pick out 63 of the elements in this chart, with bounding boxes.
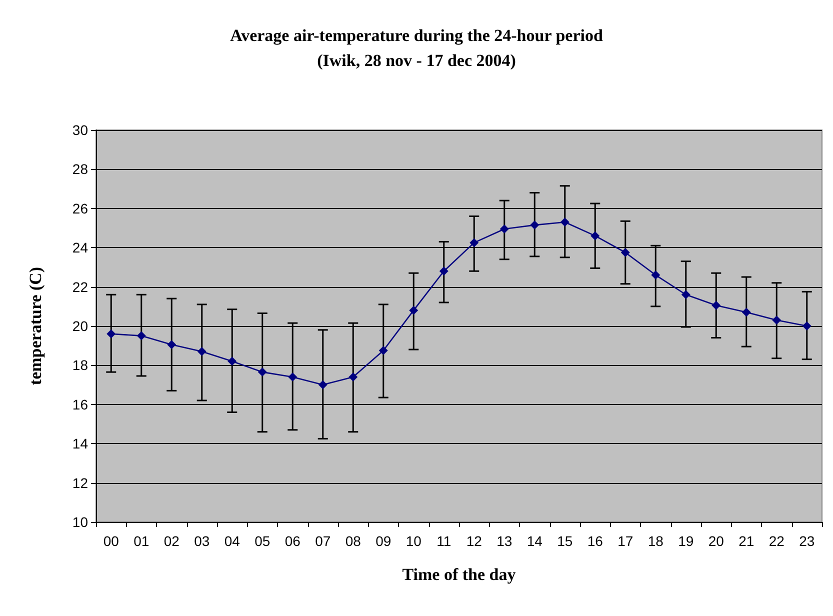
x-tick-label: 23 [799,533,815,549]
point [348,372,358,382]
x-tick-label: 15 [557,533,573,549]
point [318,380,328,390]
y-tick-label: 24 [72,240,88,256]
x-tick-label: 13 [496,533,512,549]
x-tick-label: 08 [345,533,362,549]
point [378,346,388,355]
y-tick-label: 12 [72,474,88,491]
point [258,368,267,377]
point [167,340,176,350]
point [560,218,570,227]
x-tick-label: 06 [284,533,301,549]
point [802,322,812,330]
point [106,329,116,338]
y-tick-label: 10 [72,514,88,530]
x-tick-label: 01 [134,533,150,549]
point [439,266,448,276]
x-tick-label: 10 [406,533,422,549]
x-tick-label: 11 [436,533,452,549]
y-tick-label: 22 [72,278,88,295]
y-tick-label: 26 [72,200,88,216]
x-tick-label: 03 [194,533,210,549]
x-tick-label: 22 [768,533,785,549]
point [712,300,721,310]
y-tick-label: 18 [72,357,88,374]
point [530,220,540,230]
x-tick-label: 02 [164,533,180,549]
y-tick-label: 20 [72,318,88,334]
point [772,316,782,325]
point [500,224,509,234]
point [681,290,690,300]
point [742,308,751,317]
point [228,356,237,366]
chart-subtitle: (Iwik, 28 nov - 17 dec 2004) [317,51,516,70]
x-axis-title: Time of the day [402,565,516,584]
x-tick-label: 00 [103,533,120,549]
x-tick-label: 12 [466,533,482,549]
point [651,270,660,280]
point [197,346,206,356]
x-tick-label: 20 [708,533,724,549]
y-tick-label: 28 [72,161,88,178]
point [590,231,600,240]
x-tick-label: 14 [526,533,543,549]
point [288,372,298,382]
y-tick-label: 14 [72,436,88,452]
x-tick-label: 05 [254,533,270,549]
x-tick-label: 17 [618,533,634,549]
y-tick-label: 16 [72,396,88,412]
x-tick-label: 04 [224,533,240,549]
x-tick-label: 21 [738,533,754,549]
x-tick-label: 07 [315,533,331,549]
point [409,306,418,315]
point [136,331,146,340]
point [470,238,479,248]
x-tick-label: 19 [678,533,694,549]
point [620,248,630,257]
x-tick-label: 09 [376,533,392,549]
x-tick-label: 16 [587,533,604,549]
x-tick-label: 18 [648,533,664,549]
y-tick-label: 30 [72,122,88,138]
y-axis-title: temperature (C) [26,266,45,386]
chart-title: Average air-temperature during the 24-hour period [230,26,604,45]
